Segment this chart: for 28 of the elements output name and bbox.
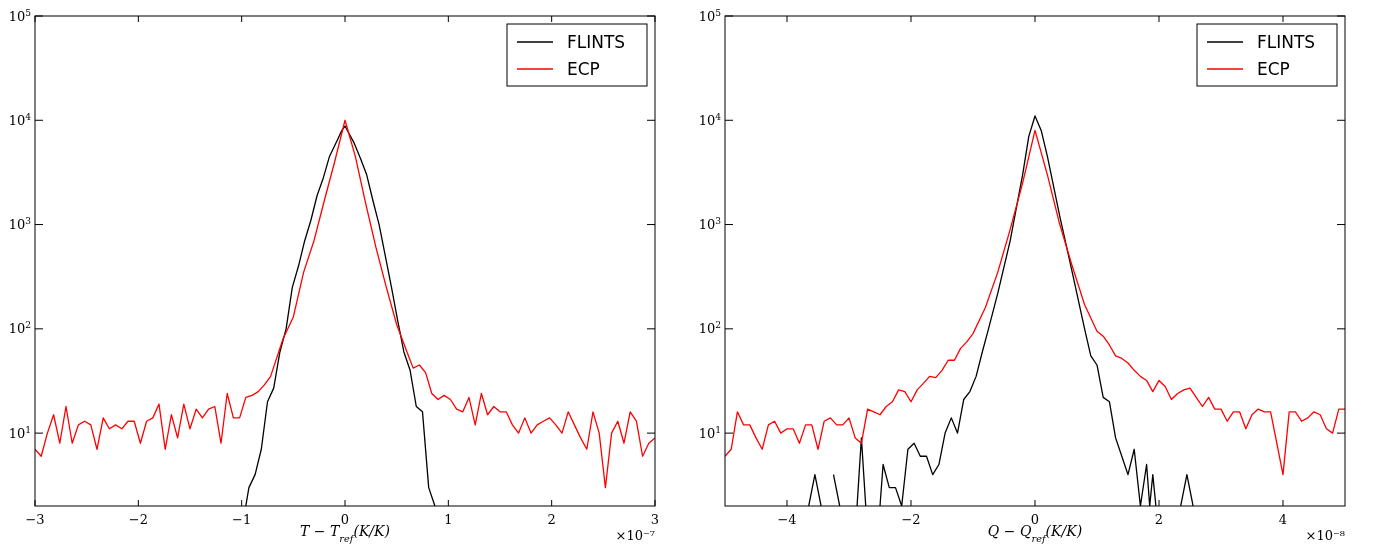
y-tick-label: 10$^{4}$ xyxy=(698,111,722,128)
legend-label: FLINTS xyxy=(567,31,626,52)
x-tick-label: −2 xyxy=(128,512,148,527)
legend-label: ECP xyxy=(567,58,600,79)
x-tick-label: 3 xyxy=(650,512,660,527)
x-tick-label: 2 xyxy=(1154,512,1164,527)
x-tick-label: −1 xyxy=(232,512,252,527)
line-series xyxy=(35,119,655,489)
x-tick-label: −3 xyxy=(25,512,45,527)
y-tick-label: 10$^{3}$ xyxy=(8,216,32,233)
y-tick-label: 10$^{5}$ xyxy=(698,7,722,24)
legend-label: ECP xyxy=(1257,58,1290,79)
y-tick-label: 10$^{1}$ xyxy=(8,424,31,441)
x-tick-label: −4 xyxy=(777,512,797,527)
y-tick-label: 10$^{1}$ xyxy=(698,424,721,441)
y-tick-label: 10$^{2}$ xyxy=(698,320,721,337)
x-tick-label: 1 xyxy=(444,512,453,527)
y-tick-label: 10$^{4}$ xyxy=(8,111,32,128)
y-tick-label: 10$^{3}$ xyxy=(698,216,722,233)
y-tick-label: 10$^{5}$ xyxy=(8,7,32,24)
line-series xyxy=(725,129,1345,476)
x-tick-label: 4 xyxy=(1278,512,1288,527)
y-tick-label: 10$^{2}$ xyxy=(8,320,31,337)
x-tick-label: −2 xyxy=(901,512,921,527)
legend-label: FLINTS xyxy=(1257,31,1316,52)
x-tick-label: 2 xyxy=(547,512,556,527)
text: ×10⁻⁷ xyxy=(615,528,655,543)
text: ×10⁻⁸ xyxy=(1305,528,1345,543)
